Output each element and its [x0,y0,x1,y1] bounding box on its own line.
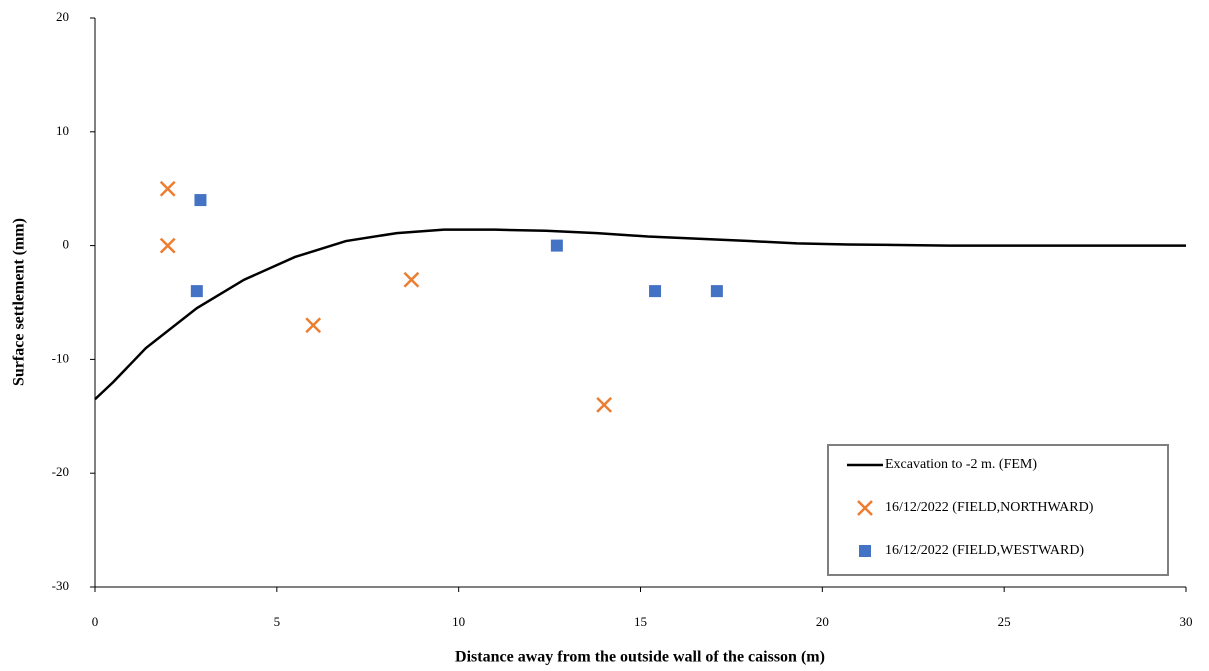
cross-marker [403,271,420,288]
x-tick-label: 25 [998,614,1011,629]
cross-stroke [857,500,873,516]
cross-stroke [159,180,176,197]
cross-marker [596,397,613,413]
y-tick-label: -30 [52,578,69,593]
legend-text: Excavation to -2 m. (FEM) [885,457,1037,472]
y-tick-label: 20 [56,9,69,24]
x-tick-label: 0 [92,614,99,629]
legend: Excavation to -2 m. (FEM) 16/12/2022 (FIE… [827,444,1169,576]
square-marker [190,285,203,298]
cross-marker [857,500,873,516]
cross-stroke [305,317,322,334]
x-tick-label: 15 [634,614,647,629]
square-marker [649,285,662,298]
legend-text: 16/12/2022 (FIELD,NORTHWARD) [885,500,1094,515]
square-marker [859,545,871,557]
x-tick-label: 10 [452,614,465,629]
fem-line [94,228,1186,401]
x-tick-label: 30 [1180,614,1193,629]
cross-marker [159,180,176,197]
cross-marker [159,237,176,254]
square-marker [550,239,563,252]
legend-text: 16/12/2022 (FIELD,WESTWARD) [885,543,1084,558]
cross-marker [305,317,322,334]
x-tick-label: 20 [816,614,829,629]
y-tick-label: -10 [52,350,69,365]
cross-stroke [403,271,420,288]
y-tick-label: -20 [52,464,69,479]
x-axis-title: Distance away from the outside wall of t… [455,649,825,666]
cross-stroke [596,397,613,413]
y-tick-label: 0 [63,237,70,252]
square-marker [194,194,207,207]
legend-box [827,444,1169,576]
x-tick-label: 5 [274,614,281,629]
square-marker [710,285,723,298]
y-axis-title: Surface settlement (mm) [11,218,28,386]
y-tick-label: 10 [56,123,69,138]
cross-stroke [159,237,176,254]
